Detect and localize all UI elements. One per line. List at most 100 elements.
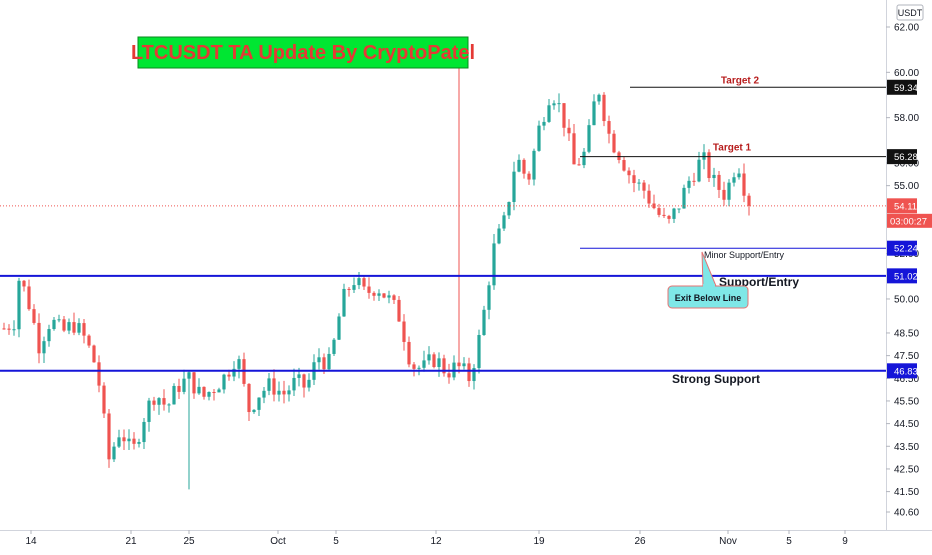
candle [277, 381, 281, 402]
candle-body [497, 228, 501, 244]
level-price-tag-box [887, 79, 917, 95]
price-tick-label: 45.50 [894, 396, 919, 407]
candle-body [52, 319, 56, 330]
candle [717, 171, 721, 198]
candle-body [507, 201, 511, 216]
currency-badge[interactable]: USDT [896, 4, 924, 21]
candle-body [407, 341, 411, 365]
candle-body [207, 391, 211, 397]
countdown-box [887, 213, 932, 228]
candle [682, 184, 686, 209]
candle-body [237, 359, 241, 369]
candle-body [282, 390, 286, 395]
price-tick-label: 60.00 [894, 68, 919, 79]
candle-body [27, 286, 31, 310]
candle [622, 156, 626, 172]
candle-body [557, 103, 561, 105]
candle [612, 130, 616, 154]
candle [67, 318, 71, 335]
candle [142, 417, 146, 450]
candle-body [702, 152, 706, 160]
candle-body [112, 446, 116, 460]
currency-label: USDT [898, 8, 923, 18]
currency-badge-box[interactable] [896, 4, 924, 21]
price-axis[interactable]: USDT62.0060.0058.0056.0055.0052.0050.004… [886, 0, 932, 530]
candle [587, 119, 591, 154]
candle [237, 355, 241, 379]
price-tick-label: 55.00 [894, 181, 919, 192]
candle [597, 93, 601, 105]
candle-body [742, 173, 746, 196]
candle [592, 94, 596, 126]
level-price-tag-box [887, 240, 917, 256]
candle-body [322, 357, 326, 370]
candle-body [732, 177, 736, 183]
candle [412, 362, 416, 377]
candle [467, 357, 471, 387]
candle-body [147, 400, 151, 422]
candle-body [42, 341, 46, 354]
candle [87, 334, 91, 348]
candle [732, 172, 736, 187]
candle [712, 167, 716, 187]
candle [527, 171, 531, 185]
candle [487, 281, 491, 320]
candle [667, 214, 671, 224]
candle-body [727, 182, 731, 200]
candle [447, 363, 451, 384]
candle-body [202, 386, 206, 397]
price-tick-label: 46.50 [894, 374, 919, 385]
level-label: Target 1 [713, 143, 752, 154]
candle [177, 378, 181, 400]
price-tick-label: 47.50 [894, 351, 919, 362]
candle-body [302, 374, 306, 388]
chart-title: LTCUSDT TA Update By CryptoPatel [131, 42, 475, 64]
level-price-tag-box [887, 363, 917, 379]
level-price-tag: 46.83 [887, 363, 918, 379]
candle [17, 277, 21, 338]
candle-body [267, 378, 271, 391]
candle-body [687, 180, 691, 188]
candle [657, 203, 661, 218]
time-axis[interactable]: 14 21 25 Oct 5 12 19 26 Nov 5 9 [0, 530, 932, 547]
candle [107, 409, 111, 468]
candle [137, 438, 141, 448]
candle-body [372, 292, 376, 296]
candle [672, 207, 676, 223]
candle [167, 403, 171, 413]
candle [127, 429, 131, 450]
candle [342, 283, 346, 317]
candle [352, 277, 356, 293]
candle-body [447, 373, 451, 378]
price-tick-label: 44.50 [894, 419, 919, 430]
candle [117, 429, 121, 448]
candle [172, 383, 176, 405]
candle-body [612, 133, 616, 153]
candle [512, 161, 516, 211]
candle-body [152, 400, 156, 405]
candle [362, 276, 366, 291]
candle [7, 324, 11, 335]
candle-body [217, 389, 221, 393]
candle [462, 357, 466, 370]
candle-body [252, 409, 256, 413]
candle-body [187, 372, 191, 379]
candle-body [357, 278, 361, 286]
candle-body [377, 293, 381, 296]
time-tick-label: Oct [270, 536, 286, 547]
levels-layer [0, 86, 886, 372]
candle [582, 147, 586, 169]
candle [267, 373, 271, 396]
candle-body [517, 159, 521, 172]
price-tick-label: 48.50 [894, 328, 919, 339]
title-background [137, 36, 469, 69]
candle-body [442, 358, 446, 374]
candle-body [587, 125, 591, 152]
candle [377, 289, 381, 301]
candle-body [227, 374, 231, 377]
candle [122, 429, 126, 450]
candle-body [537, 125, 541, 151]
candle [247, 383, 251, 422]
candle-body [272, 378, 276, 395]
